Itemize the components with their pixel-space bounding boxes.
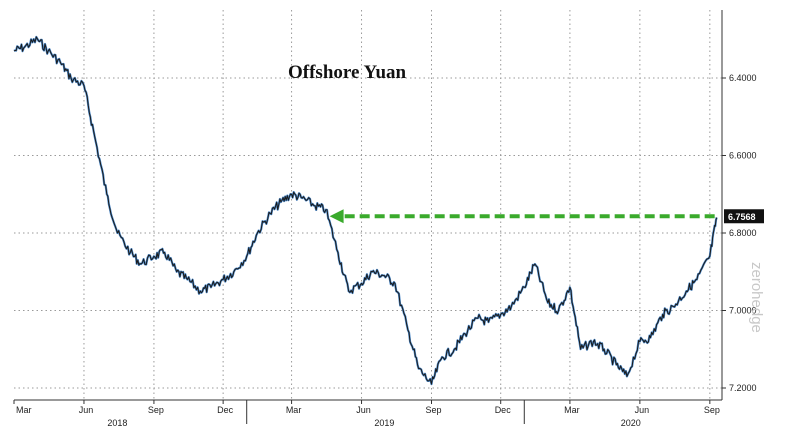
watermark: zerohedge [748, 262, 765, 333]
x-tick-label: Mar [16, 405, 32, 415]
x-tick-labels: Mar Jun Sep Dec Mar Jun Sep Dec Mar Jun Sep [13, 400, 720, 415]
y-tick-label: 6.4000 [729, 73, 757, 83]
x-tick-label: Sep [148, 405, 164, 415]
grid-layer [14, 10, 722, 400]
annotation-arrow [329, 209, 715, 224]
y-tick-label: 6.6000 [729, 151, 757, 161]
x-tick-label: Jun [356, 405, 371, 415]
arrow-head [329, 209, 344, 224]
x-year-labels: 2018 2019 2020 [107, 400, 641, 428]
year-label: 2019 [374, 418, 394, 428]
x-tick-label: Sep [425, 405, 441, 415]
x-tick-label: Dec [217, 405, 234, 415]
y-tick-label: 6.8000 [729, 228, 757, 238]
last-value-tag: 6.7568 [724, 209, 764, 224]
last-value-text: 6.7568 [728, 212, 756, 222]
year-label: 2020 [621, 418, 641, 428]
x-tick-label: Jun [79, 405, 94, 415]
last-value-box [724, 209, 764, 224]
x-tick-label: Dec [495, 405, 512, 415]
series-layer [13, 35, 718, 386]
y-tick-label: 7.0000 [729, 306, 757, 316]
axes-layer [14, 10, 723, 401]
x-tick-label: Sep [704, 405, 720, 415]
series-line-shadow [13, 35, 718, 386]
series-line [13, 36, 718, 385]
x-tick-label: Mar [564, 405, 580, 415]
year-label: 2018 [107, 418, 127, 428]
y-tick-label: 7.2000 [729, 383, 757, 393]
x-tick-label: Jun [635, 405, 650, 415]
x-tick-label: Mar [286, 405, 302, 415]
chart-title: Offshore Yuan [288, 62, 407, 83]
y-tick-labels: 6.4000 6.6000 6.8000 7.0000 7.2000 [722, 73, 757, 393]
